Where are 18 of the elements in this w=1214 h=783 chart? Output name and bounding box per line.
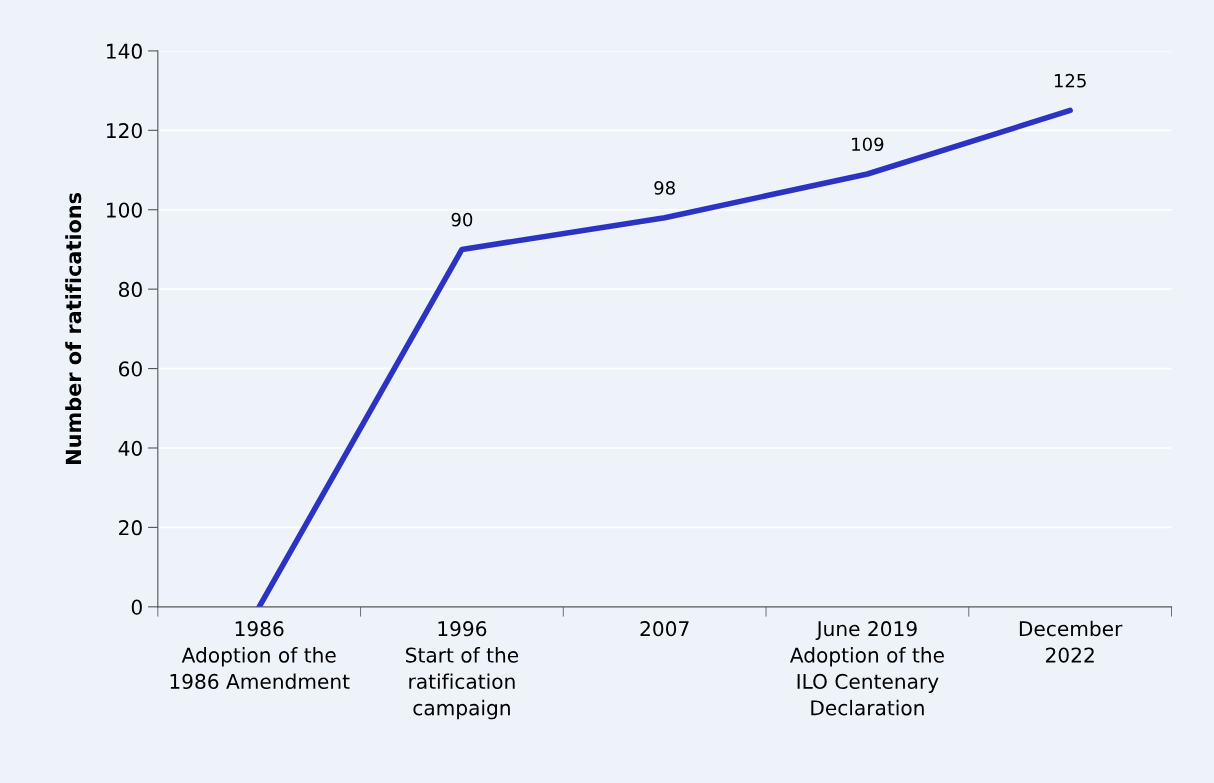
y-tick-label: 120 [107, 123, 142, 139]
x-tick-label: 1986 Adoption of the 1986 Amendment [170, 621, 350, 690]
data-label: 98 [654, 181, 675, 195]
x-tick-label: December 2022 [1019, 620, 1123, 663]
y-tick-label: 140 [107, 43, 142, 59]
y-tick-label: 80 [118, 281, 142, 298]
data-label: 109 [852, 137, 884, 152]
x-tick-label: 1996 Start of the ratification campaign [406, 621, 519, 720]
y-tick-label: 40 [118, 440, 142, 456]
data-label: 125 [1054, 73, 1086, 88]
y-tick-label: 60 [119, 361, 142, 377]
data-label: 90 [451, 212, 473, 227]
x-tick-label: June 2019 Adoption of the ILO Centenary Declaration [789, 621, 944, 716]
x-tick-label: 2007 [640, 621, 689, 637]
y-tick-label: 0 [131, 599, 142, 615]
y-tick-label: 100 [107, 202, 142, 218]
y-axis-title: Number of ratifications [65, 192, 82, 464]
y-tick-label: 20 [119, 520, 142, 536]
